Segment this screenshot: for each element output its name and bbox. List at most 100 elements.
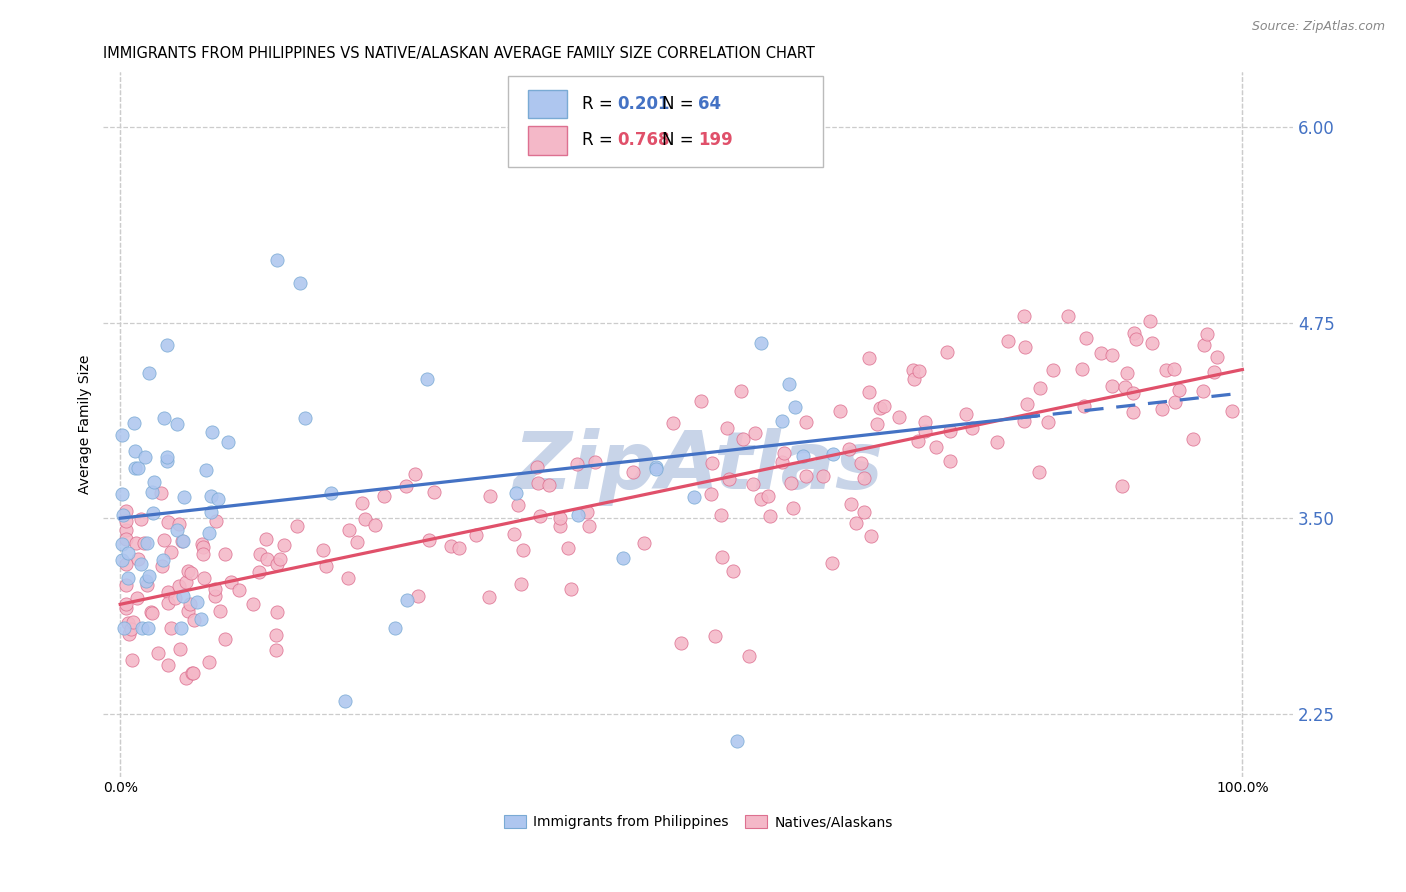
- Point: [1042, 363, 1064, 377]
- Point: [1205, 350, 1227, 364]
- Point: [1029, 381, 1052, 395]
- Point: [1116, 366, 1139, 380]
- Point: [770, 455, 793, 469]
- Point: [1202, 366, 1225, 380]
- Point: [853, 505, 876, 519]
- Point: [204, 590, 226, 604]
- Point: [312, 543, 335, 558]
- Point: [221, 574, 243, 589]
- Point: [173, 490, 195, 504]
- Point: [114, 578, 136, 592]
- Point: [111, 486, 134, 500]
- Point: [247, 565, 270, 579]
- Point: [526, 459, 548, 474]
- Point: [887, 410, 910, 425]
- Point: [1111, 479, 1133, 493]
- Point: [725, 733, 748, 747]
- Point: [364, 518, 387, 533]
- Point: [149, 486, 172, 500]
- Point: [783, 401, 806, 415]
- Point: [177, 564, 200, 578]
- Point: [124, 443, 146, 458]
- Point: [744, 425, 766, 440]
- Point: [529, 508, 551, 523]
- Point: [142, 475, 165, 490]
- Point: [853, 471, 876, 485]
- Point: [135, 574, 157, 588]
- Point: [193, 547, 215, 561]
- Point: [447, 541, 470, 556]
- Point: [201, 425, 224, 439]
- Point: [167, 517, 190, 532]
- Point: [141, 485, 163, 500]
- Text: Source: ZipAtlas.com: Source: ZipAtlas.com: [1251, 20, 1385, 33]
- Point: [333, 694, 356, 708]
- Point: [1012, 414, 1035, 428]
- Text: R =: R =: [582, 95, 617, 112]
- Point: [575, 506, 598, 520]
- Point: [939, 454, 962, 468]
- Point: [114, 503, 136, 517]
- Point: [117, 546, 139, 560]
- Point: [207, 492, 229, 507]
- Point: [633, 536, 655, 550]
- Point: [117, 571, 139, 585]
- Point: [169, 579, 191, 593]
- Point: [352, 496, 374, 510]
- Point: [423, 485, 446, 500]
- Point: [716, 421, 738, 435]
- Point: [772, 414, 794, 428]
- Point: [264, 628, 287, 642]
- Point: [526, 476, 548, 491]
- Point: [336, 571, 359, 585]
- Point: [1114, 379, 1136, 393]
- Point: [404, 467, 426, 481]
- Point: [135, 578, 157, 592]
- Point: [166, 524, 188, 538]
- Point: [150, 558, 173, 573]
- Point: [1125, 332, 1147, 346]
- Point: [214, 547, 236, 561]
- Point: [690, 394, 713, 409]
- Point: [700, 487, 723, 501]
- Point: [858, 351, 880, 365]
- Point: [159, 621, 181, 635]
- Text: 0.768: 0.768: [617, 131, 669, 150]
- Point: [156, 450, 179, 465]
- Point: [131, 621, 153, 635]
- Point: [621, 465, 644, 479]
- Text: ZipAtlas: ZipAtlas: [513, 427, 883, 506]
- Legend: Immigrants from Philippines, Natives/Alaskans: Immigrants from Philippines, Natives/Ala…: [503, 815, 893, 830]
- FancyBboxPatch shape: [529, 127, 567, 154]
- Point: [749, 335, 772, 350]
- Point: [315, 559, 337, 574]
- Point: [198, 525, 221, 540]
- Point: [903, 371, 925, 385]
- Text: 199: 199: [699, 131, 733, 150]
- Point: [505, 485, 527, 500]
- Point: [901, 363, 924, 377]
- Point: [440, 539, 463, 553]
- Point: [1017, 397, 1039, 411]
- Point: [671, 636, 693, 650]
- Point: [1220, 404, 1243, 418]
- Point: [132, 536, 155, 550]
- Point: [741, 477, 763, 491]
- Point: [191, 540, 214, 554]
- Point: [908, 364, 931, 378]
- Point: [711, 549, 734, 564]
- Point: [273, 538, 295, 552]
- Text: IMMIGRANTS FROM PHILIPPINES VS NATIVE/ALASKAN AVERAGE FAMILY SIZE CORRELATION CH: IMMIGRANTS FROM PHILIPPINES VS NATIVE/AL…: [104, 46, 815, 62]
- Point: [256, 552, 278, 566]
- Point: [138, 569, 160, 583]
- Point: [1028, 465, 1050, 479]
- Point: [578, 518, 600, 533]
- Point: [960, 421, 983, 435]
- Point: [1014, 340, 1036, 354]
- Point: [509, 576, 531, 591]
- Point: [127, 591, 149, 606]
- Point: [194, 463, 217, 477]
- Point: [114, 524, 136, 538]
- Point: [395, 479, 418, 493]
- Point: [319, 486, 342, 500]
